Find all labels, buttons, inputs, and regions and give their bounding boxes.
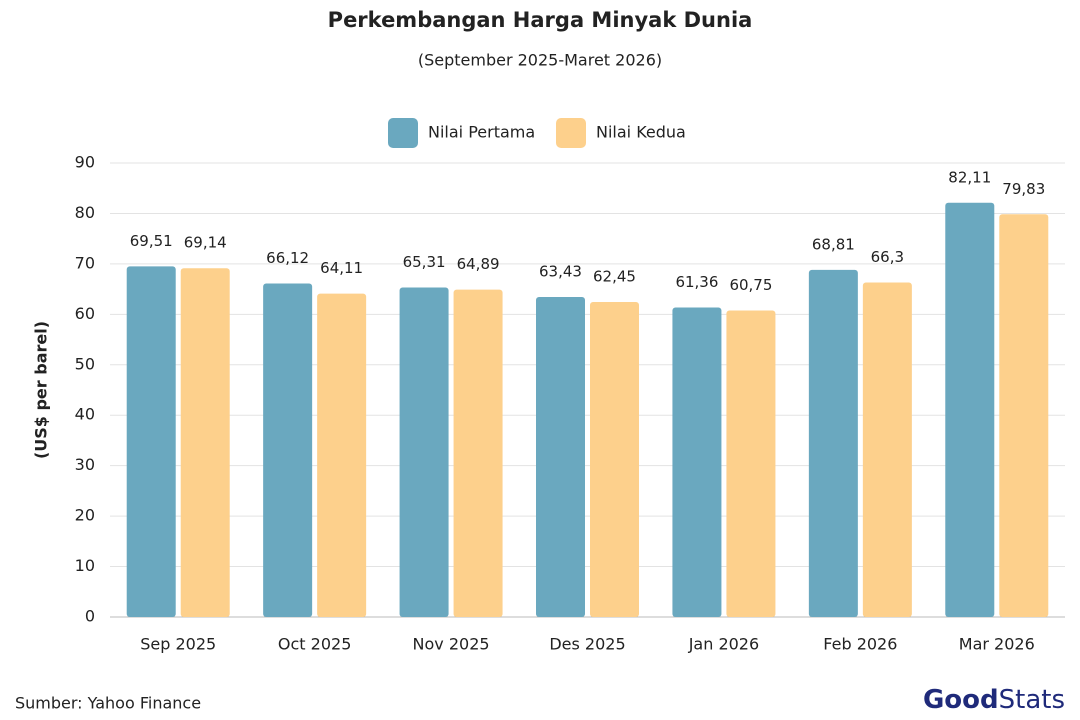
logo-part: Good (923, 685, 999, 715)
x-tick-label: Feb 2026 (823, 635, 897, 654)
logo-part: Stats (999, 685, 1065, 715)
legend-label: Nilai Pertama (428, 123, 535, 142)
value-label: 66,3 (871, 248, 904, 266)
x-tick-label: Nov 2025 (413, 635, 490, 654)
y-axis-label: (US$ per barel) (32, 321, 51, 459)
value-label: 60,75 (729, 276, 772, 294)
legend-label: Nilai Kedua (596, 123, 686, 142)
bar (945, 202, 995, 617)
value-label: 61,36 (675, 273, 718, 291)
x-tick-label: Sep 2025 (140, 635, 216, 654)
value-label: 63,43 (539, 263, 582, 281)
bar (536, 297, 585, 617)
y-tick-label: 50 (75, 354, 95, 373)
x-tick-label: Mar 2026 (959, 635, 1035, 654)
value-label: 64,89 (457, 255, 500, 273)
bar (862, 282, 912, 617)
y-tick-label: 90 (75, 153, 95, 172)
legend-swatch (388, 118, 418, 148)
value-label: 69,51 (130, 232, 173, 250)
y-tick-label: 60 (75, 304, 95, 323)
value-label: 79,83 (1002, 180, 1045, 198)
bar (399, 287, 449, 617)
value-label: 82,11 (948, 168, 991, 186)
value-label: 69,14 (184, 234, 227, 252)
x-tick-label: Jan 2026 (688, 635, 759, 654)
legend-swatch (556, 118, 586, 148)
logo: GoodStats (923, 685, 1065, 715)
bar (590, 301, 639, 617)
source: Sumber: Yahoo Finance (15, 694, 201, 713)
bar (726, 310, 776, 617)
y-tick-label: 80 (75, 203, 95, 222)
bar (672, 307, 722, 617)
bar (453, 289, 503, 617)
y-tick-label: 20 (75, 506, 95, 525)
y-tick-label: 40 (75, 405, 95, 424)
y-tick-label: 30 (75, 455, 95, 474)
y-tick-label: 70 (75, 253, 95, 272)
bar (999, 214, 1049, 617)
bar (180, 268, 230, 617)
bar (126, 266, 176, 617)
value-label: 64,11 (320, 259, 363, 277)
y-tick-label: 10 (75, 556, 95, 575)
bar (263, 283, 313, 617)
bar (808, 269, 858, 617)
value-label: 62,45 (593, 267, 636, 285)
x-tick-label: Des 2025 (549, 635, 625, 654)
value-label: 68,81 (812, 235, 855, 253)
chart-title: Perkembangan Harga Minyak Dunia (328, 8, 753, 32)
value-label: 65,31 (403, 253, 446, 271)
value-label: 66,12 (266, 249, 309, 267)
chart-subtitle: (September 2025-Maret 2026) (418, 51, 662, 70)
x-tick-label: Oct 2025 (278, 635, 351, 654)
y-tick-label: 0 (85, 607, 95, 626)
bar (317, 293, 367, 617)
